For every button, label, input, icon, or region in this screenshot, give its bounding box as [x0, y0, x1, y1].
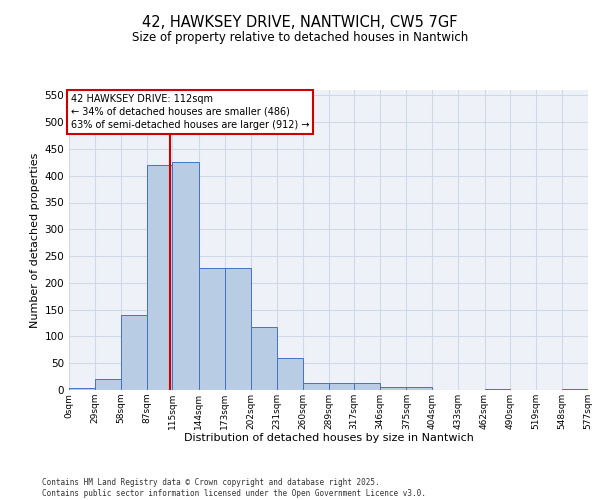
- Bar: [121, 315, 147, 390]
- Bar: [224, 268, 251, 390]
- Bar: [354, 383, 380, 390]
- Text: Contains HM Land Registry data © Crown copyright and database right 2025.
Contai: Contains HM Land Registry data © Crown c…: [42, 478, 426, 498]
- Bar: [406, 387, 433, 390]
- Bar: [199, 268, 224, 390]
- Text: Size of property relative to detached houses in Nantwich: Size of property relative to detached ho…: [132, 31, 468, 44]
- Bar: [277, 358, 303, 390]
- Text: 42, HAWKSEY DRIVE, NANTWICH, CW5 7GF: 42, HAWKSEY DRIVE, NANTWICH, CW5 7GF: [142, 15, 458, 30]
- Y-axis label: Number of detached properties: Number of detached properties: [30, 152, 40, 328]
- Bar: [172, 162, 199, 390]
- Bar: [69, 388, 95, 390]
- Bar: [562, 389, 588, 390]
- Bar: [380, 387, 406, 390]
- Bar: [95, 380, 121, 390]
- Bar: [303, 383, 329, 390]
- X-axis label: Distribution of detached houses by size in Nantwich: Distribution of detached houses by size …: [184, 434, 473, 444]
- Bar: [147, 165, 172, 390]
- Text: 42 HAWKSEY DRIVE: 112sqm
← 34% of detached houses are smaller (486)
63% of semi-: 42 HAWKSEY DRIVE: 112sqm ← 34% of detach…: [71, 94, 309, 130]
- Bar: [485, 389, 510, 390]
- Bar: [251, 328, 277, 390]
- Bar: [329, 383, 354, 390]
